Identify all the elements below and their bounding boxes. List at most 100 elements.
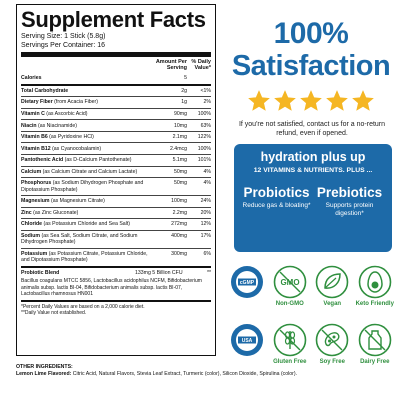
servings-per-container: Servings Per Container: 16 [21, 42, 106, 49]
badge-made-in-usa-seal: USA [226, 322, 269, 366]
svg-text:cGMP: cGMP [240, 280, 255, 286]
nutrient-row: Vitamin C (as Ascorbic Acid) 90mg 100% [21, 107, 211, 120]
nutrient-row: Sodium (as Sea Salt, Sodium Citrate, and… [21, 229, 211, 248]
dairy-free-icon [358, 323, 392, 357]
nutrient-name: Magnesium (as Magnesium Citrate) [21, 198, 105, 205]
probiotic-strains: Bacillus coagulans MTCC 5856, Lactobacil… [21, 278, 202, 297]
badge-label: Keto Friendly [355, 301, 394, 307]
nutrient-dv: 6% [203, 250, 212, 257]
prebiotics-title: Prebiotics [316, 185, 383, 200]
badge-keto-avocado: Keto Friendly [354, 264, 397, 308]
badge-row-2: USA Gluten Free Soy Free Dairy Free [226, 322, 396, 366]
nutrient-row: Chloride (as Potassium Chloride and Sea … [21, 218, 211, 230]
badge-soy-free: Soy Free [311, 322, 354, 366]
nutrient-amount: 10mg [174, 122, 187, 129]
headline-satisfaction: Satisfaction [231, 50, 391, 82]
nutrient-amount: 2.1mg [172, 134, 187, 141]
prebiotics-desc: Supports protein digestion* [325, 202, 374, 217]
nutrient-row: Magnesium (as Magnesium Citrate) 100mg 24% [21, 194, 211, 207]
non-gmo-icon: GMO [273, 265, 307, 299]
vegan-leaf-icon [315, 265, 349, 299]
hydration-subtitle: 12 VITAMINS & NUTRIENTS. PLUS ... [253, 167, 373, 174]
nutrient-row: Vitamin B12 (as Cyanocobalamin) 2.4mcg 100… [21, 142, 211, 154]
nutrient-row: Dietary Fiber (from Acacia Fiber) 1g 2% [21, 96, 211, 108]
nutrient-dv: <1% [200, 87, 211, 94]
probiotic-amount: 133mg 5 Billion CFU [135, 270, 183, 277]
nutrient-amount: 100mg [171, 198, 187, 205]
nutrient-amount: 5 [184, 75, 187, 82]
nutrient-row: Niacin (as Niacinamide) 10mg 63% [21, 119, 211, 131]
nutrient-dv: 101% [197, 157, 211, 164]
badge-gluten-free: Gluten Free [269, 322, 312, 366]
column-headers: Amount Per Serving % Daily Value* [21, 58, 211, 73]
nutrient-row: Calories 5 [21, 73, 211, 84]
probiotic-name: Probiotic Blend [21, 270, 60, 277]
footnote-dv: *Percent Daily Values are based on a 2,0… [21, 304, 145, 311]
probiotic-row: Probiotic Blend 133mg 5 Billion CFU ** [21, 266, 211, 277]
hydration-title: hydration plus up [260, 150, 366, 164]
flavor-label: Lemon Lime Flavored: [16, 370, 72, 377]
nutrient-row: Zinc (as Zinc Gluconate) 2.2mg 20% [21, 206, 211, 219]
nutrient-row: Phosphorus (as Sodium Dihydrogen Phospha… [21, 177, 211, 195]
ingredients-text: Citric Acid, Natural Flavors, Stevia Lea… [72, 370, 298, 377]
serving-size: Serving Size: 1 Stick (5.8g) [21, 33, 106, 40]
nutrient-amount: 90mg [174, 110, 187, 117]
prebiotics-column: Prebiotics Supports protein digestion* [313, 185, 386, 218]
nutrient-row: Vitamin B6 (as Pyridoxine HCl) 2.1mg 122% [21, 130, 211, 143]
nutrient-dv: 122% [197, 134, 211, 141]
nutrient-name: Vitamin B12 (as Cyanocobalamin) [21, 145, 102, 152]
nutrient-amount: 5.1mg [172, 157, 187, 164]
nutrient-name: Vitamin C (as Ascorbic Acid) [21, 110, 88, 117]
nutrient-dv: 20% [200, 209, 211, 216]
nutrient-amount: 300mg [171, 250, 187, 257]
nutrient-dv: 24% [200, 198, 211, 205]
nutrient-row: Pantothenic Acid (as D-Calcium Pantothen… [21, 154, 211, 166]
nutrient-name: Total Carbohydrate [21, 87, 69, 94]
nutrient-row: Total Carbohydrate 2g <1% [21, 83, 211, 97]
star-icon [248, 90, 270, 111]
badge-non-gmo: GMO Non-GMO [269, 264, 312, 308]
gluten-free-icon [273, 323, 307, 357]
badge-label: Dairy Free [360, 359, 390, 365]
nutrient-name: Pantothenic Acid (as D-Calcium Pantothen… [21, 157, 132, 164]
nutrient-dv: 12% [200, 221, 211, 228]
nutrient-amount: 2.4mcg [169, 145, 187, 152]
nutrient-dv: 2% [203, 99, 212, 106]
nutrient-name: Chloride (as Potassium Chloride and Sea … [21, 221, 131, 228]
nutrient-name: Potassium (as Potassium Citrate, Potassi… [21, 250, 148, 263]
nutrient-dv: 17% [200, 232, 211, 239]
nutrient-amount: 400mg [171, 232, 187, 239]
cgmp-seal-icon: cGMP [231, 266, 264, 298]
other-ingredients: OTHER INGREDIENTS: Lemon Lime Flavored: … [16, 364, 386, 377]
ingredients-line: Lemon Lime Flavored: Citric Acid, Natura… [16, 371, 386, 378]
nutrient-name: Dietary Fiber (from Acacia Fiber) [21, 99, 98, 106]
svg-text:USA: USA [242, 338, 253, 344]
amount-header: Amount Per Serving [155, 59, 187, 71]
nutrient-dv: 4% [203, 168, 212, 175]
nutrient-name: Sodium (as Sea Salt, Sodium Citrate, and… [21, 232, 138, 246]
badge-label: Non-GMO [275, 301, 304, 307]
nutrient-dv: 63% [200, 122, 211, 129]
nutrient-name: Zinc (as Zinc Gluconate) [21, 209, 79, 216]
badge-label: Soy Free [319, 359, 345, 365]
badge-cgmp-seal: cGMP [226, 264, 269, 308]
star-icon [326, 90, 348, 111]
badge-vegan-leaf: Vegan [311, 264, 354, 308]
nutrient-amount: 2g [181, 87, 187, 94]
nutrient-name: Vitamin B6 (as Pyridoxine HCl) [21, 134, 94, 141]
probiotics-column: Probiotics Reduce gas & bloating* [240, 185, 313, 218]
nutrient-name: Niacin (as Niacinamide) [21, 122, 77, 129]
badge-label: Vegan [323, 301, 342, 307]
nutrient-amount: 1g [181, 99, 187, 106]
nutrient-dv: 100% [197, 110, 211, 117]
footnotes: *Percent Daily Values are based on a 2,0… [21, 300, 211, 316]
nutrient-name: Calcium (as Calcium Citrate and Calcium … [21, 168, 138, 175]
ingredients-heading: OTHER INGREDIENTS: [16, 364, 73, 370]
supplement-facts-panel: Supplement Facts Serving Size: 1 Stick (… [16, 4, 216, 356]
facts-title: Supplement Facts [21, 7, 206, 32]
divider [21, 52, 211, 57]
nutrient-amount: 272mg [171, 221, 187, 228]
nutrient-amount: 50mg [174, 168, 187, 175]
badge-label: Gluten Free [273, 359, 307, 365]
nutrient-row: Calcium (as Calcium Citrate and Calcium … [21, 165, 212, 178]
